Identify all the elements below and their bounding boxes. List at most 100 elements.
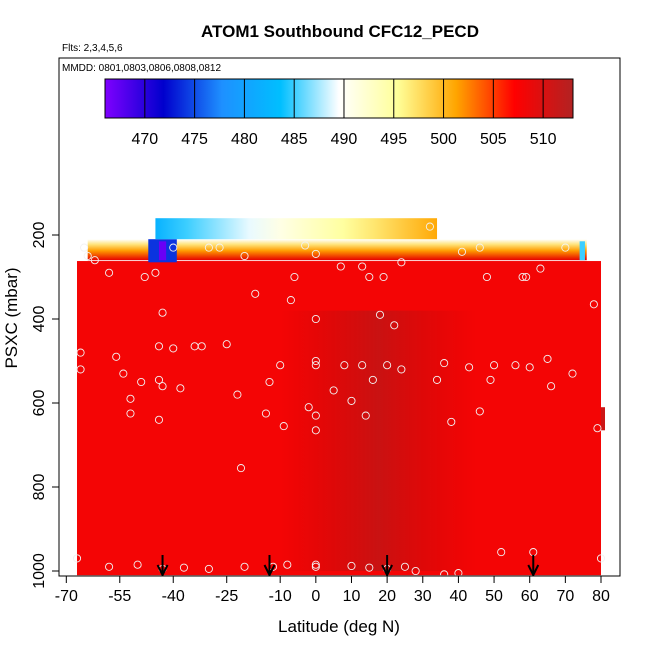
data-point: [105, 268, 114, 277]
data-point: [76, 348, 85, 357]
data-point: [518, 272, 527, 282]
data-point: [397, 365, 406, 374]
x-tick-label: 10: [343, 588, 361, 605]
data-point: [240, 251, 249, 261]
x-tick-label: -25: [215, 588, 238, 605]
data-point: [140, 272, 149, 282]
data-point: [126, 394, 135, 403]
chart-title: ATOM1 Southbound CFC12_PECD: [201, 22, 479, 41]
data-point: [137, 377, 146, 387]
data-point: [301, 241, 310, 250]
profile-arrow: [156, 555, 169, 576]
heatmap-cyan-patch: [579, 241, 585, 261]
arrow-head: [527, 564, 540, 576]
colorbar-tick-label: 495: [380, 131, 407, 148]
data-point: [154, 375, 164, 384]
data-point: [119, 369, 128, 378]
x-tick-label: 30: [414, 588, 432, 605]
x-tick-label: -55: [108, 588, 131, 605]
data-point: [425, 222, 434, 231]
data-point: [375, 310, 385, 319]
data-point: [440, 359, 449, 368]
data-point: [215, 243, 224, 252]
y-tick-label: 1000: [31, 553, 48, 589]
data-point: [112, 352, 121, 361]
profile-arrow: [381, 555, 394, 576]
data-point: [154, 342, 164, 351]
data-point: [311, 356, 320, 366]
data-point: [222, 340, 231, 349]
y-tick-label: 800: [31, 474, 48, 501]
data-point: [465, 363, 474, 372]
data-point: [154, 415, 164, 424]
data-point: [169, 344, 178, 353]
data-point: [179, 563, 188, 572]
data-point: [336, 262, 345, 271]
colorbar-fill: [104, 78, 574, 119]
data-point: [279, 422, 288, 431]
data-point: [568, 369, 577, 378]
data-point: [311, 560, 320, 569]
data-point: [158, 382, 167, 391]
data-point: [525, 363, 534, 372]
heatmap-top-band: [155, 218, 438, 240]
data-point: [72, 554, 82, 563]
data-point: [126, 409, 135, 418]
data-point: [236, 464, 246, 473]
colorbar-tick-label: 500: [430, 131, 457, 148]
profile-arrow: [527, 555, 540, 576]
data-point: [204, 564, 213, 573]
data-point: [83, 251, 92, 261]
data-point: [596, 554, 606, 563]
x-tick-label: 0: [311, 588, 320, 605]
data-point: [286, 296, 295, 305]
data-point: [497, 548, 506, 557]
arrow-head: [381, 564, 394, 576]
x-tick-label: -70: [55, 588, 78, 605]
data-point: [311, 426, 320, 435]
data-point: [454, 569, 463, 576]
heatmap-purple-patch: [158, 241, 167, 261]
arrow-head: [156, 564, 169, 576]
data-point: [400, 562, 409, 571]
data-point: [311, 249, 320, 258]
data-point: [368, 375, 377, 384]
data-point: [536, 264, 545, 273]
data-point: [347, 561, 356, 571]
data-point: [522, 272, 531, 282]
x-tick-label: 40: [450, 588, 468, 605]
x-axis-label: Latitude (deg N): [278, 617, 400, 636]
colorbar-tick-label: 510: [530, 131, 557, 148]
profile-arrows: [156, 555, 540, 576]
data-point: [251, 289, 260, 298]
data-point: [365, 563, 374, 572]
data-point: [290, 272, 299, 282]
y-tick-label: 600: [31, 390, 48, 417]
data-point: [511, 361, 520, 370]
data-point: [265, 377, 274, 387]
x-tick-label: 60: [521, 588, 539, 605]
data-point: [457, 247, 467, 256]
colorbar-tick-label: 480: [231, 131, 258, 148]
data-point: [340, 361, 349, 370]
data-points: [72, 222, 606, 576]
y-tick-label: 400: [31, 306, 48, 333]
x-tick-label: 50: [485, 588, 503, 605]
data-point: [133, 560, 142, 569]
data-point: [361, 411, 370, 420]
data-point: [304, 403, 313, 412]
data-point: [240, 562, 249, 571]
colorbar-tick-label: 490: [331, 131, 358, 148]
heatmap-shade: [280, 310, 477, 571]
data-point: [311, 562, 320, 571]
data-point: [432, 375, 442, 384]
data-point: [440, 570, 449, 576]
heatmap: [77, 218, 605, 576]
x-axis: -70 -55 -40 -25 -10 0 10 20 30 40 50 60 70 80: [55, 576, 610, 605]
data-point: [158, 308, 167, 317]
colorbar-tick-label: 485: [281, 131, 308, 148]
plot-area: [72, 218, 606, 576]
data-point: [383, 361, 392, 370]
data-point: [358, 262, 367, 271]
